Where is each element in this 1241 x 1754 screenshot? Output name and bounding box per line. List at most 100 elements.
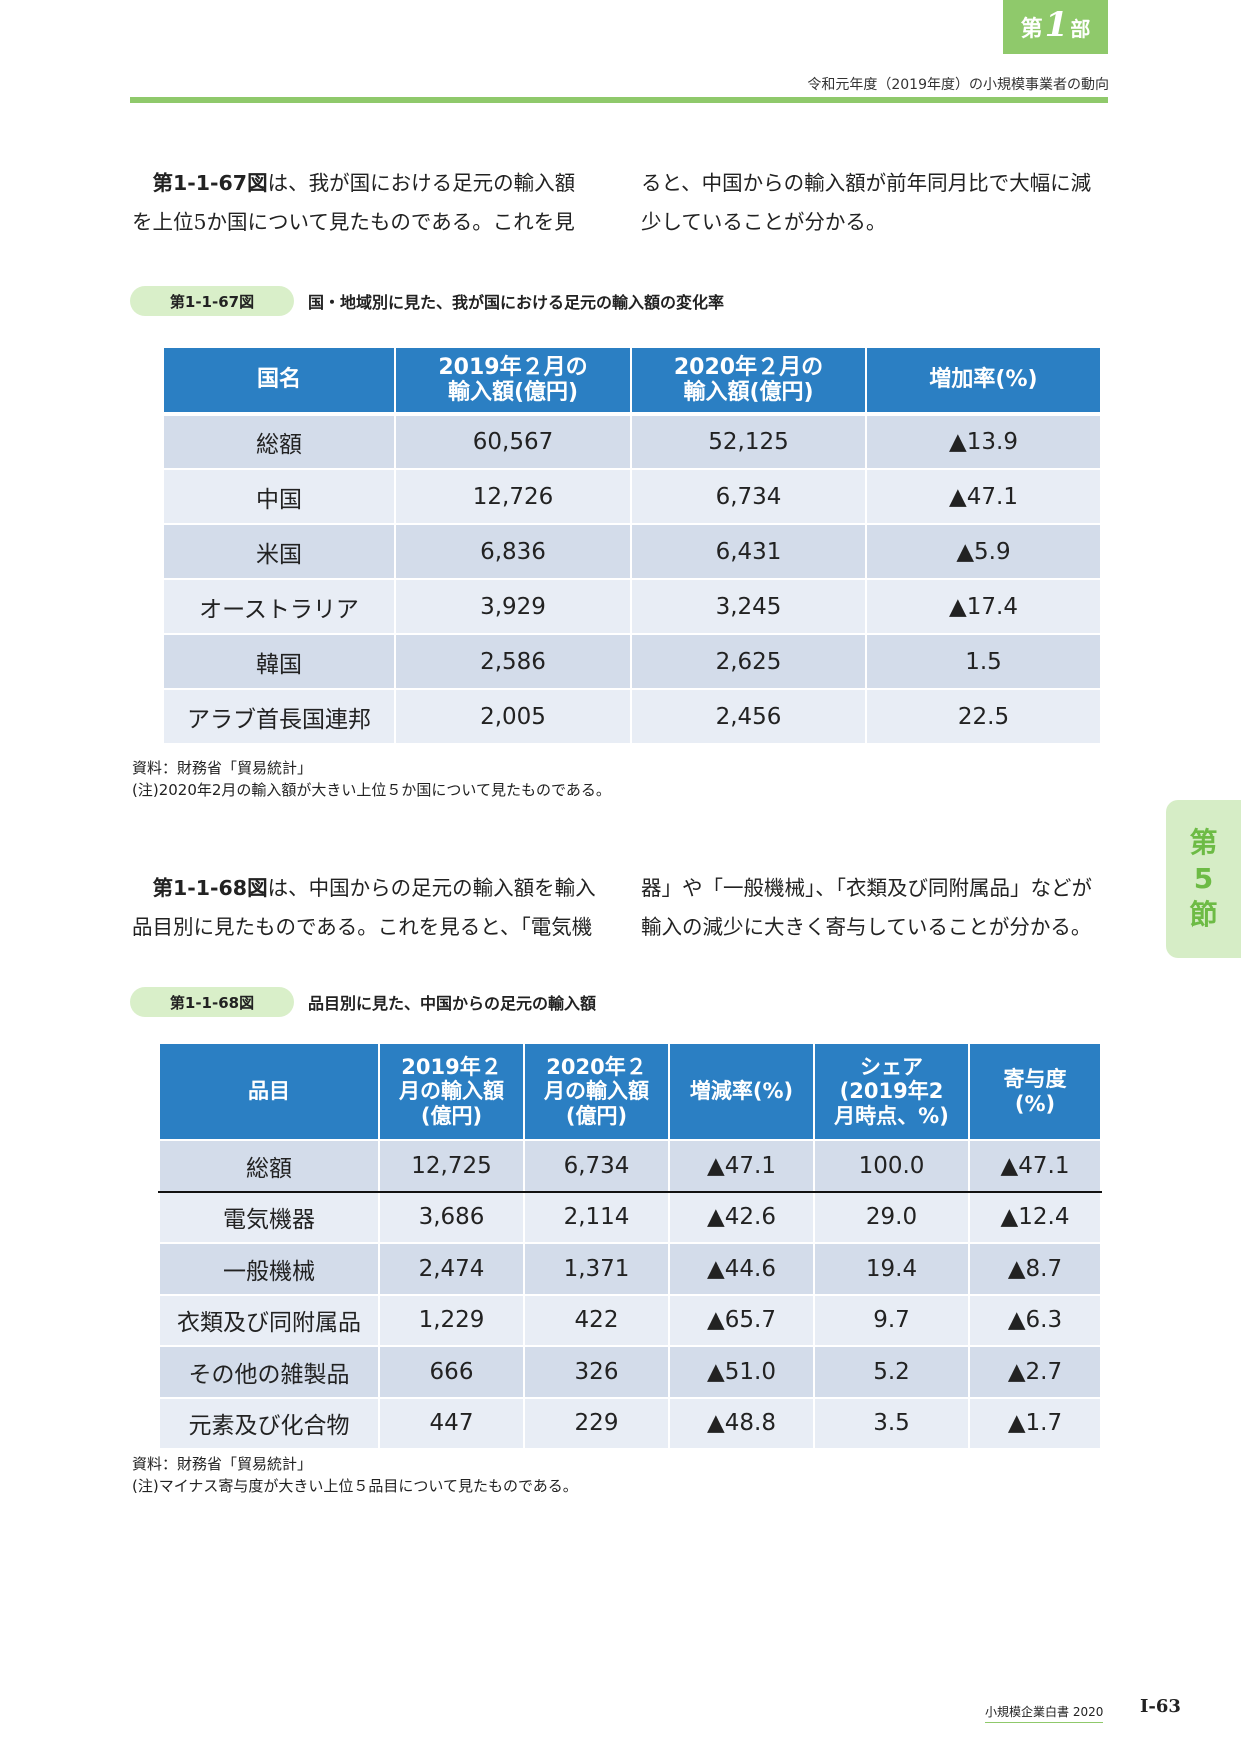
cell-rate: ▲17.4 — [865, 578, 1102, 635]
page-number: Ⅰ-63 — [1140, 1696, 1181, 1717]
cell-2019: 12,725 — [378, 1139, 525, 1193]
table-row: 総額 60,567 52,125 ▲13.9 — [162, 412, 1102, 470]
figure2-label: 第1-1-68図 — [130, 987, 294, 1017]
figure1-caption: 第1-1-67図 国・地域別に見た、我が国における足元の輸入額の変化率 — [130, 286, 724, 316]
table-row: 一般機械 2,474 1,371 ▲44.6 19.4 ▲8.7 — [158, 1242, 1102, 1296]
header-item: 品目 — [158, 1044, 380, 1140]
para2-right-line1: 器」や「一般機械」、「衣類及び同附属品」などが — [641, 876, 1092, 900]
cell-2020: 1,371 — [523, 1242, 670, 1296]
table-row: 総額 12,725 6,734 ▲47.1 100.0 ▲47.1 — [158, 1139, 1102, 1193]
para1-right-line2: 少していることが分かる。 — [641, 210, 887, 234]
cell-contribution: ▲1.7 — [968, 1396, 1102, 1450]
table-header-row: 国名 2019年２月の 輸入額(億円) 2020年２月の 輸入額(億円) 増加率(%… — [162, 348, 1102, 414]
table-header-row: 品目 2019年２ 月の輸入額 (億円) 2020年２ 月の輸入額 (億円) 増減率(%… — [158, 1044, 1102, 1140]
part-tab-dai: 第 — [1020, 17, 1043, 42]
section-tab: 第 5 節 — [1166, 800, 1241, 958]
para1-left-line1: 第1-1-67図は、我が国における足元の輸入額 — [152, 171, 576, 195]
footer-book-title: 小規模企業白書 2020 — [985, 1705, 1104, 1719]
cell-2019: 2,005 — [394, 688, 632, 745]
para1-left-line2: を上位5か国について見たものである。これを見 — [132, 210, 575, 234]
header-contribution: 寄与度 (%) — [968, 1044, 1102, 1140]
cell-2019: 666 — [378, 1345, 525, 1399]
cell-country: 総額 — [162, 412, 396, 470]
cell-share: 9.7 — [813, 1293, 970, 1347]
cell-2019: 3,686 — [378, 1190, 525, 1244]
para2-left-column: 第1-1-68図は、中国からの足元の輸入額を輸入 品目別に見たものである。これを… — [132, 869, 602, 947]
para2-left-line1: 第1-1-68図は、中国からの足元の輸入額を輸入 — [152, 876, 596, 900]
table-row: アラブ首長国連邦 2,005 2,456 22.5 — [162, 688, 1102, 745]
cell-2019: 60,567 — [394, 412, 632, 470]
part-tab: 第 1 部 — [1003, 0, 1108, 54]
cell-2020: 326 — [523, 1345, 670, 1399]
cell-2019: 1,229 — [378, 1293, 525, 1347]
footer-rule — [985, 1722, 1103, 1723]
cell-rate: 1.5 — [865, 633, 1102, 690]
cell-item: 総額 — [158, 1139, 380, 1193]
cell-2019: 12,726 — [394, 468, 632, 525]
header-growth-rate: 増加率(%) — [865, 348, 1102, 414]
table-row: 衣類及び同附属品 1,229 422 ▲65.7 9.7 ▲6.3 — [158, 1293, 1102, 1347]
figure2-source: 資料：財務省「貿易統計」 — [132, 1455, 313, 1473]
table-row: オーストラリア 3,929 3,245 ▲17.4 — [162, 578, 1102, 635]
cell-item: 元素及び化合物 — [158, 1396, 380, 1450]
header-rule — [130, 97, 1108, 103]
cell-rate: ▲47.1 — [668, 1139, 815, 1193]
cell-2020: 2,114 — [523, 1190, 670, 1244]
import-by-item-table: 品目 2019年２ 月の輸入額 (億円) 2020年２ 月の輸入額 (億円) 増減率(%… — [158, 1044, 1102, 1450]
header-2020: 2020年２月の輸入額(億円) — [630, 348, 867, 414]
cell-rate: ▲5.9 — [865, 523, 1102, 580]
cell-2019: 3,929 — [394, 578, 632, 635]
para2-left-line2: 品目別に見たものである。これを見ると、「電気機 — [132, 915, 593, 939]
table-row: 元素及び化合物 447 229 ▲48.8 3.5 ▲1.7 — [158, 1396, 1102, 1450]
cell-item: その他の雑製品 — [158, 1345, 380, 1399]
cell-share: 3.5 — [813, 1396, 970, 1450]
cell-2020: 2,456 — [630, 688, 867, 745]
cell-item: 衣類及び同附属品 — [158, 1293, 380, 1347]
cell-rate: ▲13.9 — [865, 412, 1102, 470]
figure2-title: 品目別に見た、中国からの足元の輸入額 — [308, 994, 597, 1013]
cell-share: 100.0 — [813, 1139, 970, 1193]
para1-ref: 第1-1-67図 — [152, 171, 268, 195]
cell-item: 電気機器 — [158, 1190, 380, 1244]
cell-country: オーストラリア — [162, 578, 396, 635]
figure2-note: (注)マイナス寄与度が大きい上位５品目について見たものである。 — [132, 1477, 578, 1495]
cell-country: 中国 — [162, 468, 396, 525]
part-tab-bu: 部 — [1070, 16, 1091, 41]
table-row: 中国 12,726 6,734 ▲47.1 — [162, 468, 1102, 525]
cell-2020: 6,734 — [523, 1139, 670, 1193]
cell-country: 韓国 — [162, 633, 396, 690]
cell-contribution: ▲6.3 — [968, 1293, 1102, 1347]
cell-share: 29.0 — [813, 1190, 970, 1244]
section-tab-dai: 第 — [1189, 826, 1218, 859]
cell-2020: 422 — [523, 1293, 670, 1347]
para1-right-line1: ると、中国からの輸入額が前年同月比で大幅に減 — [641, 171, 1092, 195]
cell-share: 19.4 — [813, 1242, 970, 1296]
table-row: 韓国 2,586 2,625 1.5 — [162, 633, 1102, 690]
figure2-notes: 資料：財務省「貿易統計」 (注)マイナス寄与度が大きい上位５品目について見たもの… — [132, 1453, 578, 1497]
cell-2020: 3,245 — [630, 578, 867, 635]
cell-2020: 6,734 — [630, 468, 867, 525]
figure1-note: (注)2020年2月の輸入額が大きい上位５か国について見たものである。 — [132, 781, 611, 799]
para2-ref: 第1-1-68図 — [152, 876, 268, 900]
figure1-label: 第1-1-67図 — [130, 286, 294, 316]
cell-rate: ▲42.6 — [668, 1190, 815, 1244]
cell-country: 米国 — [162, 523, 396, 580]
cell-contribution: ▲47.1 — [968, 1139, 1102, 1193]
figure1-title: 国・地域別に見た、我が国における足元の輸入額の変化率 — [308, 293, 725, 312]
cell-country: アラブ首長国連邦 — [162, 688, 396, 745]
cell-rate: ▲44.6 — [668, 1242, 815, 1296]
header-country: 国名 — [162, 348, 396, 414]
para1-left-column: 第1-1-67図は、我が国における足元の輸入額 を上位5か国について見たものであ… — [132, 164, 602, 242]
para2-right-column: 器」や「一般機械」、「衣類及び同附属品」などが 輸入の減少に大きく寄与しているこ… — [641, 869, 1111, 947]
figure2-caption: 第1-1-68図 品目別に見た、中国からの足元の輸入額 — [130, 987, 596, 1017]
running-head: 令和元年度（2019年度）の小規模事業者の動向 — [807, 77, 1109, 93]
table-row: 電気機器 3,686 2,114 ▲42.6 29.0 ▲12.4 — [158, 1190, 1102, 1244]
cell-2019: 447 — [378, 1396, 525, 1450]
cell-2019: 2,474 — [378, 1242, 525, 1296]
section-tab-number: 5 — [1193, 862, 1214, 895]
cell-item: 一般機械 — [158, 1242, 380, 1296]
cell-2020: 229 — [523, 1396, 670, 1450]
cell-share: 5.2 — [813, 1345, 970, 1399]
para2-right-line2: 輸入の減少に大きく寄与していることが分かる。 — [641, 915, 1092, 939]
